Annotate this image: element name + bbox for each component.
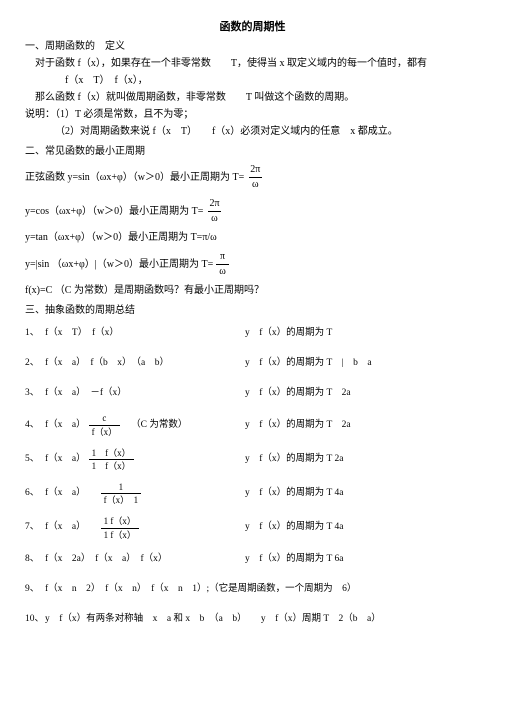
prop7-frac: 1 f（x） 1 f（x） (101, 515, 139, 541)
prop-num: 10、 (25, 613, 45, 626)
prop-right: y f（x）的周期为 T 4a (245, 521, 480, 534)
prop-1: 1、 f（x T） f（x） y f（x）的周期为 T (25, 322, 480, 344)
frac-den: ω (249, 177, 262, 192)
prop-num: 1、 (25, 327, 45, 340)
s2-row-0-frac: 2π ω (247, 163, 263, 192)
prop-num: 9、 (25, 583, 45, 596)
s1-heading: 一、周期函数的 定义 (25, 40, 480, 54)
prop-left: f（x a） －f（x） (45, 387, 245, 400)
prop-num: 3、 (25, 387, 45, 400)
s2-row-0-text: 正弦函数 y=sin（ωx+φ）（w＞0）最小正周期为 T= (25, 171, 244, 185)
s2-row-2: y=tan（ωx+φ）（w＞0）最小正周期为 T= π/ω (25, 231, 480, 245)
prop-right: y f（x）的周期为 T 2a (245, 419, 480, 432)
prop-num: 5、 (25, 453, 45, 466)
prop-left: f（x a） f（b x） （a b） (45, 357, 245, 370)
prop-left: f（x 2a） f（x a） f（x） (45, 553, 245, 566)
frac-den: 1 f（x） (101, 528, 139, 542)
prop-3: 3、 f（x a） －f（x） y f（x）的周期为 T 2a (25, 382, 480, 404)
prop-9: 9、 f（x n 2） f（x n） f（x n 1）;（它是周期函数，一个周期… (25, 579, 480, 601)
frac-num: 1 f（x） (89, 447, 134, 460)
prop-left: f（x a） 1 f（x） 1 f（x） (45, 515, 245, 541)
prop-8: 8、 f（x 2a） f（x a） f（x） y f（x）的周期为 T 6a (25, 549, 480, 571)
frac-den: f（x） 1 (101, 493, 142, 507)
frac-den: ω (208, 211, 221, 226)
frac-num: 1 f（x） (101, 515, 139, 528)
prop-right: y f（x）的周期为 T 2a (245, 387, 480, 400)
frac-num: 1 (116, 481, 127, 494)
s1-formula: f（x T） f（x）， (65, 74, 480, 88)
prop-4: 4、 f（x a） c f（x） （C 为常数） y f（x）的周期为 T 2a (25, 412, 480, 438)
prop5-frac: 1 f（x） 1 f（x） (89, 447, 134, 473)
prop-right: y f（x）的周期为 T (245, 327, 480, 340)
s3-heading: 三、抽象函数的周期总结 (25, 304, 480, 318)
s2-row-1: y=cos（ωx+φ）（w＞0）最小正周期为 T= 2π ω (25, 197, 480, 226)
prop-10: 10、 y f（x）有两条对称轴 x a 和 x b （a b） y f（x）周… (25, 609, 480, 631)
prop-num: 2、 (25, 357, 45, 370)
prop-left: y f（x）有两条对称轴 x a 和 x b （a b） y f（x）周期 T … (45, 613, 381, 626)
prop4-l1: f（x a） (45, 419, 86, 432)
frac-den: ω (216, 264, 229, 279)
s2-row-2-text: y=tan（ωx+φ）（w＞0）最小正周期为 T= (25, 231, 202, 245)
prop-7: 7、 f（x a） 1 f（x） 1 f（x） y f（x）的周期为 T 4a (25, 515, 480, 541)
prop-left: f（x a） c f（x） （C 为常数） (45, 412, 245, 438)
prop-right: y f（x）的周期为 T 4a (245, 487, 480, 500)
frac-num: π (217, 250, 228, 264)
frac-num: c (99, 412, 109, 425)
s2-row-3-text: y=|sin （ωx+φ）|（w＞0）最小正周期为 T= (25, 258, 213, 272)
s2-row-1-text: y=cos（ωx+φ）（w＞0）最小正周期为 T= (25, 205, 203, 219)
s2-row-3: y=|sin （ωx+φ）|（w＞0）最小正周期为 T= π ω (25, 250, 480, 279)
prop-5: 5、 f（x a） 1 f（x） 1 f（x） y f（x）的周期为 T 2a (25, 447, 480, 473)
prop-2: 2、 f（x a） f（b x） （a b） y f（x）的周期为 T | b … (25, 352, 480, 374)
s2-row-0: 正弦函数 y=sin（ωx+φ）（w＞0）最小正周期为 T= 2π ω (25, 163, 480, 192)
s2-row-2-plain: π/ω (202, 231, 216, 245)
prop-left: f（x n 2） f（x n） f（x n 1）;（它是周期函数，一个周期为 6… (45, 583, 356, 596)
s2-row-3-frac: π ω (216, 250, 229, 279)
prop4-frac: c f（x） (89, 412, 121, 438)
prop6-l1: f（x a） (45, 487, 86, 500)
prop-left: f（x a） 1 f（x） 1 (45, 481, 245, 507)
frac-num: 2π (206, 197, 222, 211)
frac-num: 2π (247, 163, 263, 177)
prop-6: 6、 f（x a） 1 f（x） 1 y f（x）的周期为 T 4a (25, 481, 480, 507)
prop6-frac: 1 f（x） 1 (101, 481, 142, 507)
prop-right: y f（x）的周期为 T | b a (245, 357, 480, 370)
prop-num: 8、 (25, 553, 45, 566)
frac-den: f（x） (89, 425, 121, 439)
prop-left: f（x T） f（x） (45, 327, 245, 340)
s1-line1: 对于函数 f（x），如果存在一个非零常数 T，使得当 x 取定义域内的每一个值时… (35, 57, 480, 71)
prop-right: y f（x）的周期为 T 2a (245, 453, 480, 466)
doc-title: 函数的周期性 (25, 20, 480, 35)
s2-question: f(x)=C （C 为常数）是周期函数吗？有最小正周期吗？ (25, 284, 480, 298)
prop7-l1: f（x a） (45, 521, 86, 534)
prop-left: f（x a） 1 f（x） 1 f（x） (45, 447, 245, 473)
prop-right: y f（x）的周期为 T 6a (245, 553, 480, 566)
s2-heading: 二、常见函数的最小正周期 (25, 145, 480, 159)
prop-num: 7、 (25, 521, 45, 534)
s1-line2: 那么函数 f（x）就叫做周期函数，非零常数 T 叫做这个函数的周期。 (35, 91, 480, 105)
s1-note1: 说明：（1）T 必须是常数，且不为零； (25, 108, 480, 122)
frac-den: 1 f（x） (89, 459, 134, 473)
s1-note2: （2）对周期函数来说 f（x T） f（x）必须对定义域内的任意 x 都成立。 (55, 125, 480, 139)
s2-row-1-frac: 2π ω (206, 197, 222, 226)
prop-num: 6、 (25, 487, 45, 500)
prop4-l2: （C 为常数） (131, 419, 187, 432)
prop-num: 4、 (25, 419, 45, 432)
prop5-l1: f（x a） (45, 453, 86, 466)
